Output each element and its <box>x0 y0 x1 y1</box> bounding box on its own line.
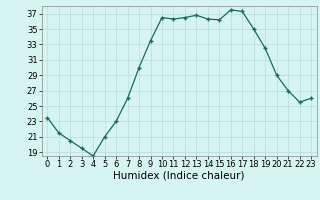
X-axis label: Humidex (Indice chaleur): Humidex (Indice chaleur) <box>114 171 245 181</box>
